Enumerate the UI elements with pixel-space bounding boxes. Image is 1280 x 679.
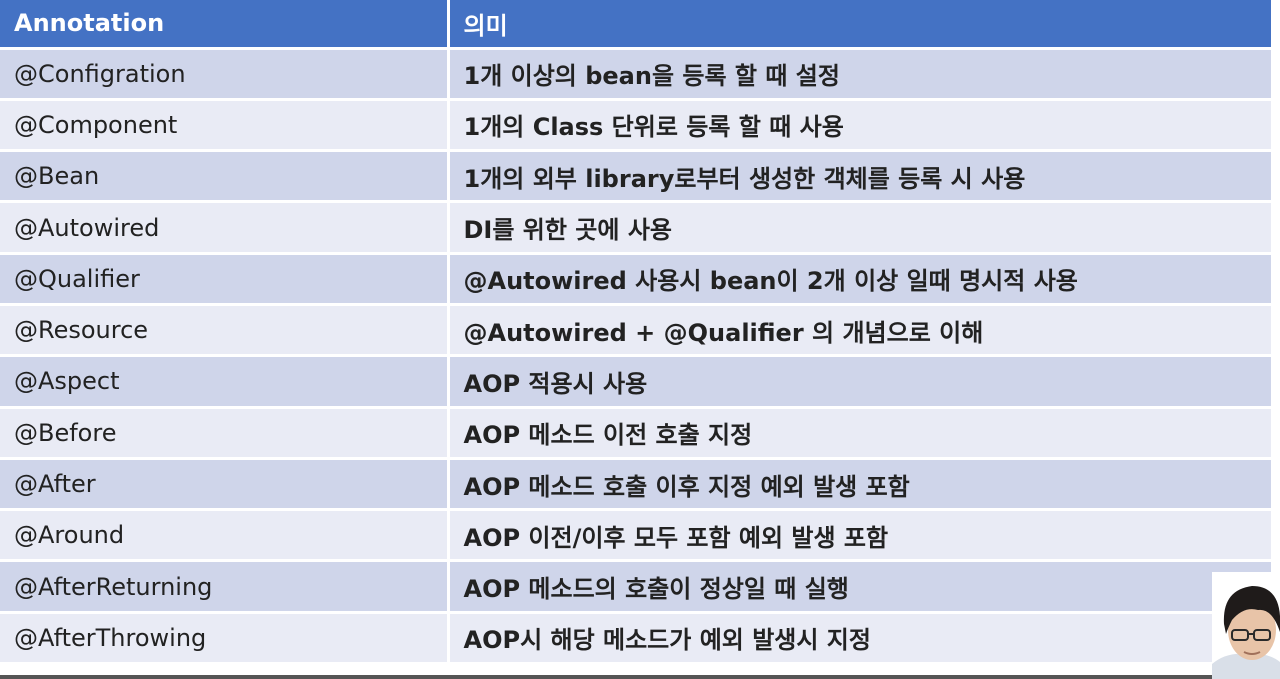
table-row: @Component 1개의 Class 단위로 등록 할 때 사용 [0,99,1274,153]
annotation-cell: @AfterThrowing [0,612,450,666]
annotation-cell: @Aspect [0,355,450,409]
table-row: @Around AOP 이전/이후 모두 포함 예외 발생 포함 [0,509,1274,563]
bottom-divider [0,675,1280,679]
presenter-webcam-icon [1212,572,1280,679]
table-row: @Configration 1개 이상의 bean을 등록 할 때 설정 [0,48,1274,101]
table-row: @AfterReturning AOP 메소드의 호출이 정상일 때 실행 [0,560,1274,614]
table-row: @Resource @Autowired + @Qualifier 의 개념으로 … [0,304,1274,358]
annotation-cell: @Around [0,509,450,563]
header-annotation: Annotation [0,0,450,50]
annotation-cell: @After [0,458,450,512]
table-row: @Autowired DI를 위한 곳에 사용 [0,201,1274,255]
meaning-cell: 1개의 외부 library로부터 생성한 객체를 등록 시 사용 [448,150,1274,204]
table-row: @Aspect AOP 적용시 사용 [0,355,1274,409]
annotation-table: Annotation 의미 @Configration 1개 이상의 bean을 … [0,0,1274,666]
meaning-cell: AOP 메소드 이전 호출 지정 [448,407,1274,460]
meaning-cell: AOP시 해당 메소드가 예외 발생시 지정 [448,612,1274,666]
meaning-cell: AOP 이전/이후 모두 포함 예외 발생 포함 [448,509,1274,563]
meaning-cell: AOP 메소드 호출 이후 지정 예외 발생 포함 [448,458,1274,512]
table-row: @After AOP 메소드 호출 이후 지정 예외 발생 포함 [0,458,1274,512]
header-meaning: 의미 [448,0,1274,50]
meaning-cell: DI를 위한 곳에 사용 [448,201,1274,255]
meaning-cell: AOP 적용시 사용 [448,355,1274,409]
annotation-cell: @AfterReturning [0,560,450,614]
meaning-cell: 1개의 Class 단위로 등록 할 때 사용 [448,99,1274,153]
meaning-cell: AOP 메소드의 호출이 정상일 때 실행 [448,560,1274,614]
annotation-cell: @Autowired [0,201,450,255]
table-row: @Before AOP 메소드 이전 호출 지정 [0,407,1274,460]
meaning-cell: 1개 이상의 bean을 등록 할 때 설정 [448,48,1274,101]
table-row: @Bean 1개의 외부 library로부터 생성한 객체를 등록 시 사용 [0,150,1274,204]
table-row: @Qualifier @Autowired 사용시 bean이 2개 이상 일때 … [0,253,1274,306]
annotation-cell: @Configration [0,48,450,101]
meaning-cell: @Autowired 사용시 bean이 2개 이상 일때 명시적 사용 [448,253,1274,306]
table-row: @AfterThrowing AOP시 해당 메소드가 예외 발생시 지정 [0,612,1274,666]
annotation-cell: @Qualifier [0,253,450,306]
annotation-cell: @Before [0,407,450,460]
meaning-cell: @Autowired + @Qualifier 의 개념으로 이해 [448,304,1274,358]
annotation-cell: @Bean [0,150,450,204]
annotation-cell: @Component [0,99,450,153]
table-header-row: Annotation 의미 [0,0,1274,50]
annotation-cell: @Resource [0,304,450,358]
